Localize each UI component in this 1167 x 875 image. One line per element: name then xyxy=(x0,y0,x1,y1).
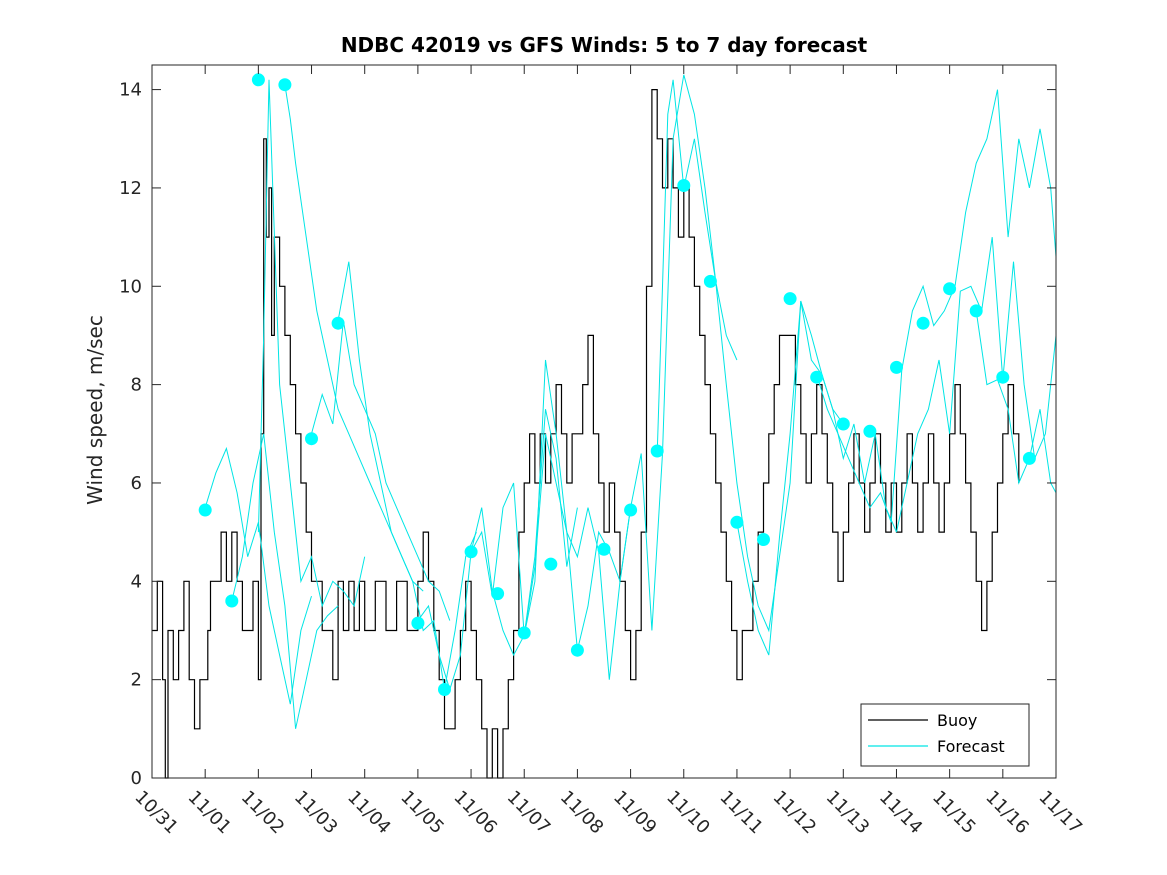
y-tick-label: 2 xyxy=(131,670,142,691)
forecast-marker xyxy=(810,370,824,384)
y-tick-label: 8 xyxy=(131,375,142,396)
y-axis-ticks: 0 2 4 6 8 10 12 14 xyxy=(119,80,1056,789)
forecast-marker xyxy=(331,316,345,330)
forecast-marker xyxy=(278,78,292,92)
legend-label-forecast: Forecast xyxy=(937,737,1005,756)
chart-title: NDBC 42019 vs GFS Winds: 5 to 7 day fore… xyxy=(341,33,868,57)
forecast-marker xyxy=(916,316,930,330)
buoy-series-line xyxy=(152,89,1020,779)
forecast-run-line-11 xyxy=(816,89,1057,523)
legend: Buoy Forecast xyxy=(860,703,1030,767)
forecast-marker xyxy=(624,503,638,517)
y-tick-label: 14 xyxy=(119,80,142,101)
y-axis-label: Wind speed, m/sec xyxy=(83,315,107,505)
forecast-marker xyxy=(836,417,850,431)
forecast-marker xyxy=(570,643,584,657)
y-tick-label: 0 xyxy=(131,768,142,789)
forecast-run-line-12 xyxy=(896,237,1057,533)
forecast-marker xyxy=(305,432,318,446)
y-tick-label: 10 xyxy=(119,276,142,297)
forecast-marker xyxy=(943,282,957,296)
forecast-run-line-7 xyxy=(470,359,632,651)
forecast-marker xyxy=(225,594,239,608)
forecast-marker xyxy=(251,73,265,87)
legend-box xyxy=(860,703,1030,767)
y-tick-label: 4 xyxy=(131,571,142,592)
forecast-marker xyxy=(703,274,717,288)
y-tick-label: 6 xyxy=(131,473,142,494)
forecast-marker xyxy=(411,616,425,630)
forecast-marker xyxy=(783,292,797,306)
forecast-marker xyxy=(730,515,744,529)
forecast-marker xyxy=(863,424,877,438)
y-tick-label: 12 xyxy=(119,178,142,199)
forecast-run-line-6 xyxy=(417,409,578,692)
forecast-run-line-13 xyxy=(975,310,1057,494)
forecast-run-line-10 xyxy=(736,300,897,656)
forecast-marker xyxy=(464,545,478,559)
axes-box xyxy=(151,64,1057,779)
forecast-marker xyxy=(198,503,212,517)
forecast-marker xyxy=(890,360,903,374)
forecast-marker xyxy=(757,533,770,546)
forecast-marker xyxy=(677,179,691,192)
plot-markers xyxy=(198,73,1036,696)
legend-label-buoy: Buoy xyxy=(937,711,977,730)
forecast-marker xyxy=(491,587,505,601)
forecast-marker xyxy=(544,557,558,571)
forecast-marker xyxy=(650,444,664,458)
forecast-marker xyxy=(597,542,611,556)
forecast-marker xyxy=(517,626,531,640)
forecast-marker xyxy=(1022,451,1036,465)
forecast-marker xyxy=(438,683,451,696)
forecast-marker xyxy=(969,304,983,318)
forecast-marker xyxy=(996,370,1010,384)
forecast-run-line-2 xyxy=(257,79,366,608)
forecast-run-line-1 xyxy=(231,433,339,729)
forecast-run-line-5 xyxy=(337,261,477,690)
forecast-run-line-4 xyxy=(311,320,451,621)
